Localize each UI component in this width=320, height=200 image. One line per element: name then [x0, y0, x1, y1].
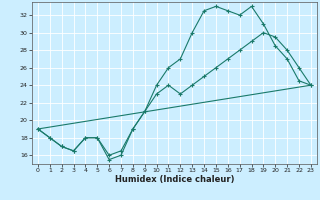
X-axis label: Humidex (Indice chaleur): Humidex (Indice chaleur): [115, 175, 234, 184]
